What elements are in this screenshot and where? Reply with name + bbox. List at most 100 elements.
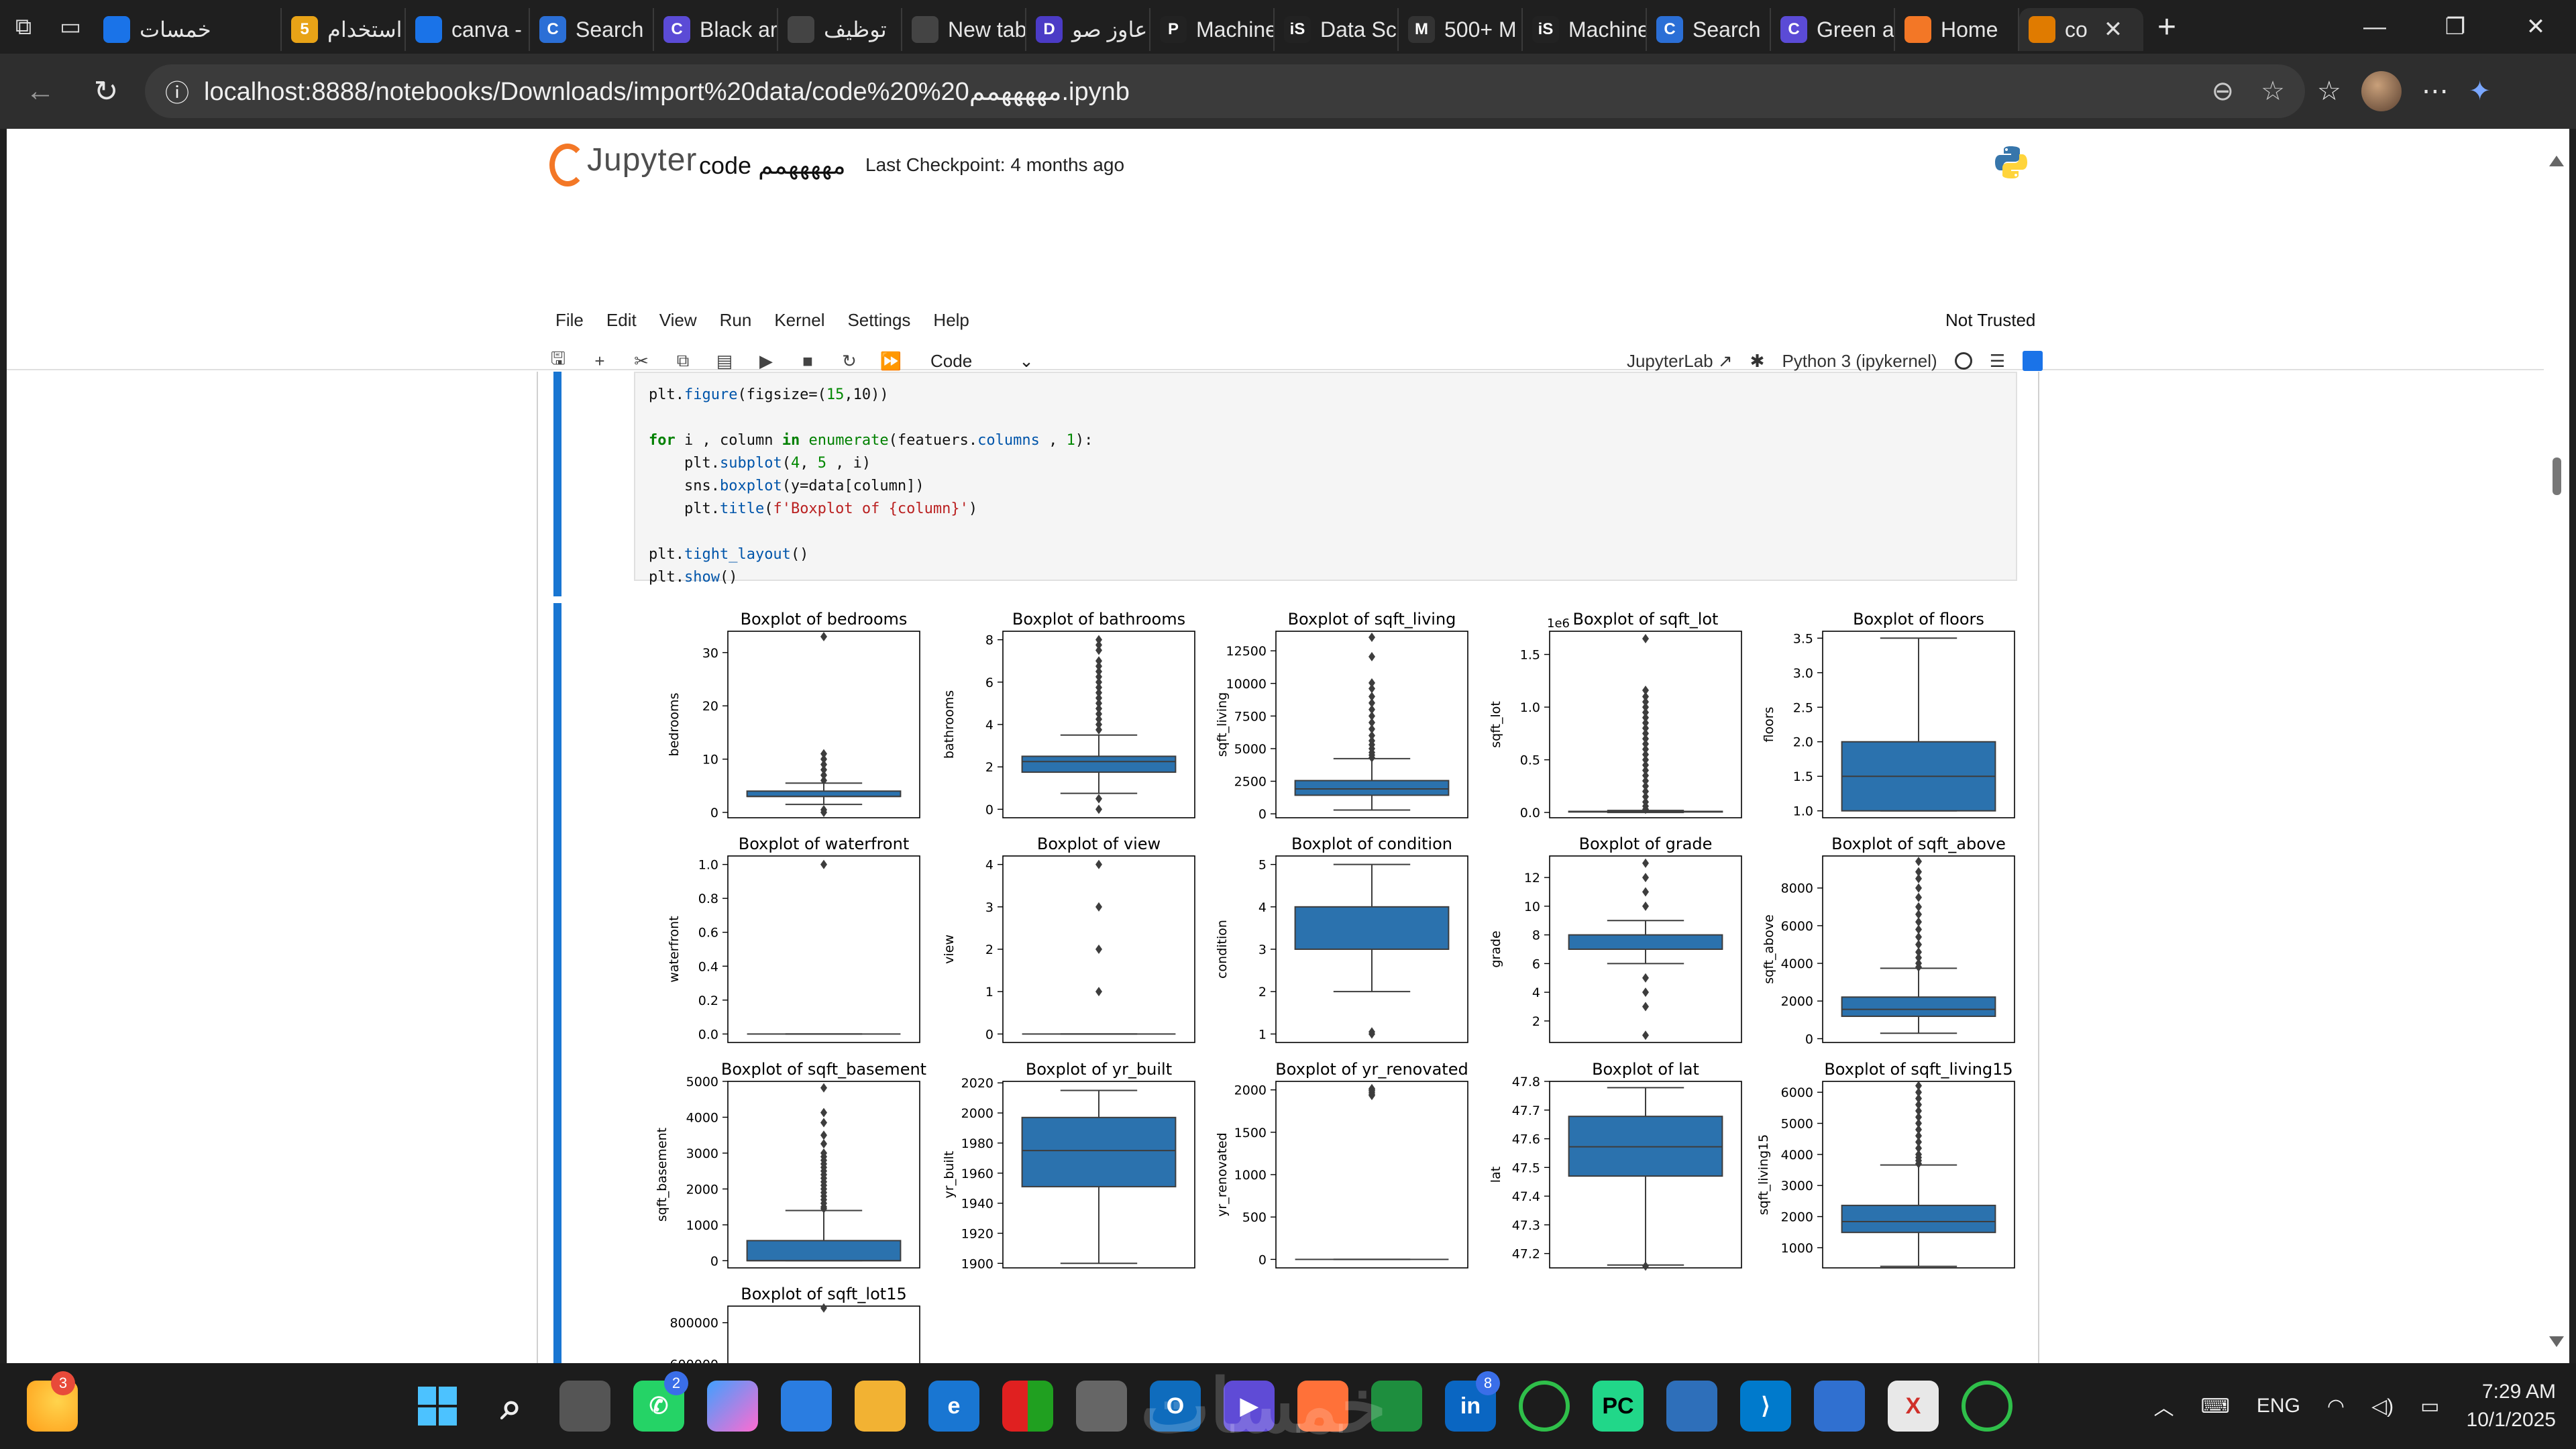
- cell-selection-bar[interactable]: [553, 372, 561, 596]
- browser-tab[interactable]: canva -: [406, 8, 530, 51]
- browser-tab[interactable]: خمسات: [94, 8, 282, 51]
- clock[interactable]: 7:29 AM 10/1/2025: [2467, 1378, 2556, 1434]
- refresh-app-icon[interactable]: [1519, 1381, 1570, 1432]
- windows-start-icon[interactable]: [412, 1381, 463, 1432]
- store-icon[interactable]: [781, 1381, 832, 1432]
- browser-tab[interactable]: M 500+ M: [1399, 8, 1523, 51]
- browser-tab[interactable]: iS Data Sci: [1275, 8, 1399, 51]
- copilot-icon[interactable]: ✦: [2468, 76, 2491, 106]
- table-of-contents-icon[interactable]: [2023, 351, 2043, 371]
- boxplot-svg: Boxplot of bedrooms0102030bedroomsBoxplo…: [655, 610, 2015, 1363]
- menu-file[interactable]: File: [555, 310, 584, 330]
- language-indicator[interactable]: ENG: [2256, 1395, 2300, 1417]
- paste-icon[interactable]: ▤: [716, 350, 733, 371]
- browser-tab[interactable]: New tab: [902, 8, 1026, 51]
- zoom-out-icon[interactable]: ⊖: [2211, 76, 2235, 106]
- insert-cell-icon[interactable]: +: [594, 350, 605, 371]
- browser-tab[interactable]: co ✕: [2019, 8, 2143, 51]
- back-icon[interactable]: ←: [25, 74, 55, 107]
- search-icon[interactable]: ⌕: [500, 1384, 522, 1427]
- xampp-icon[interactable]: X: [1888, 1381, 1939, 1432]
- favorite-star-icon[interactable]: ☆: [2261, 76, 2285, 106]
- url-field[interactable]: ⓘ localhost:8888/notebooks/Downloads/imp…: [145, 64, 2305, 118]
- browser-tab[interactable]: Home: [1895, 8, 2019, 51]
- bug-icon[interactable]: ✱: [1750, 350, 1765, 371]
- notepad-icon[interactable]: [1076, 1381, 1127, 1432]
- whatsapp-icon[interactable]: ✆: [633, 1381, 684, 1432]
- notebook-name[interactable]: code مههههمم: [699, 152, 846, 179]
- favicon-icon: C: [539, 16, 566, 43]
- kernel-name[interactable]: Python 3 (ipykernel): [1782, 350, 1937, 371]
- cut-icon[interactable]: ✂: [634, 350, 649, 371]
- firefox-icon[interactable]: [1297, 1381, 1348, 1432]
- y-tick-label: 2000: [1781, 994, 1813, 1009]
- jupyterlab-link[interactable]: JupyterLab ↗: [1627, 351, 1733, 372]
- save-icon[interactable]: 🖫: [550, 348, 566, 368]
- run-all-icon[interactable]: ⏩: [879, 350, 902, 371]
- url-text: localhost:8888/notebooks/Downloads/impor…: [204, 77, 1130, 106]
- file-explorer-icon[interactable]: [855, 1381, 906, 1432]
- favicon-icon: D: [1036, 16, 1063, 43]
- task-view-icon[interactable]: [559, 1381, 610, 1432]
- edge-browser-icon[interactable]: e: [928, 1381, 979, 1432]
- close-tab-icon[interactable]: ✕: [2103, 17, 2123, 42]
- copilot-icon[interactable]: [707, 1381, 758, 1432]
- volume-icon[interactable]: ◁): [2371, 1395, 2394, 1417]
- stack-app-icon[interactable]: [1814, 1381, 1865, 1432]
- profile-avatar[interactable]: [2361, 71, 2402, 111]
- menu-run[interactable]: Run: [719, 310, 752, 330]
- menu-view[interactable]: View: [659, 310, 697, 330]
- vscode-icon[interactable]: ⟩: [1740, 1381, 1791, 1432]
- pycharm-icon[interactable]: PC: [1593, 1381, 1644, 1432]
- stop-icon[interactable]: ■: [802, 350, 813, 371]
- close-window-icon[interactable]: ✕: [2526, 14, 2546, 40]
- menu-kernel[interactable]: Kernel: [774, 310, 825, 330]
- browser-tab[interactable]: iS Machine: [1523, 8, 1647, 51]
- vertical-tabs-icon[interactable]: ▭: [59, 14, 82, 40]
- jupyter-logo[interactable]: Jupyter: [547, 141, 697, 186]
- menu-lines-icon[interactable]: ☰: [1989, 350, 2005, 371]
- browser-tab[interactable]: 5 استخدام: [282, 8, 406, 51]
- winrar-icon[interactable]: [1002, 1381, 1053, 1432]
- minimize-icon[interactable]: —: [2363, 13, 2386, 40]
- outlook-icon[interactable]: O: [1150, 1381, 1201, 1432]
- more-menu-icon[interactable]: ⋯: [2421, 76, 2449, 106]
- copy-icon[interactable]: ⧉: [676, 350, 690, 370]
- menu-help[interactable]: Help: [933, 310, 969, 330]
- outlier-point: [1915, 939, 1922, 949]
- y-tick-label: 3000: [1781, 1179, 1813, 1193]
- loader-app-icon[interactable]: [1962, 1381, 2012, 1432]
- media-player-icon[interactable]: ▶: [1224, 1381, 1275, 1432]
- chrome-icon[interactable]: [1371, 1381, 1422, 1432]
- restart-icon[interactable]: ↻: [842, 350, 857, 371]
- restore-icon[interactable]: ❐: [2445, 14, 2466, 40]
- new-tab-button[interactable]: +: [2157, 9, 2177, 45]
- browser-tab[interactable]: P Machine: [1150, 8, 1275, 51]
- remote-app-icon[interactable]: [1666, 1381, 1717, 1432]
- browser-tab[interactable]: توظيف: [778, 8, 902, 51]
- outlier-point: [1915, 1143, 1922, 1153]
- page-scrollbar[interactable]: [2544, 129, 2569, 1363]
- cell-type-select[interactable]: Code ⌄: [930, 351, 1034, 372]
- linkedin-icon[interactable]: in: [1445, 1381, 1496, 1432]
- menu-settings[interactable]: Settings: [847, 310, 911, 330]
- wifi-icon[interactable]: ◠: [2326, 1395, 2345, 1417]
- battery-icon[interactable]: ▭: [2420, 1395, 2440, 1417]
- menu-edit[interactable]: Edit: [606, 310, 637, 330]
- chevron-up-icon[interactable]: ︿: [2153, 1397, 2174, 1419]
- output-selection-bar[interactable]: [553, 603, 561, 1363]
- favorites-icon[interactable]: ☆: [2317, 76, 2341, 106]
- tab-label: Search: [1693, 17, 1761, 42]
- code-cell-editor[interactable]: plt.figure(figsize=(15,10)) for i , colu…: [634, 372, 2017, 586]
- refresh-icon[interactable]: ↻: [93, 74, 119, 108]
- run-icon[interactable]: ▶: [759, 350, 773, 371]
- keyboard-icon[interactable]: ⌨: [2200, 1395, 2230, 1417]
- browser-tab[interactable]: C Green a: [1771, 8, 1895, 51]
- browser-tab[interactable]: D عاوز صو: [1026, 8, 1150, 51]
- tab-actions-icon[interactable]: ⧉: [15, 13, 32, 40]
- browser-tab[interactable]: C Black ar: [654, 8, 778, 51]
- browser-tab[interactable]: C Search: [530, 8, 654, 51]
- info-icon[interactable]: ⓘ: [165, 79, 190, 107]
- browser-tab[interactable]: C Search: [1647, 8, 1771, 51]
- trust-status[interactable]: Not Trusted: [1945, 310, 2036, 330]
